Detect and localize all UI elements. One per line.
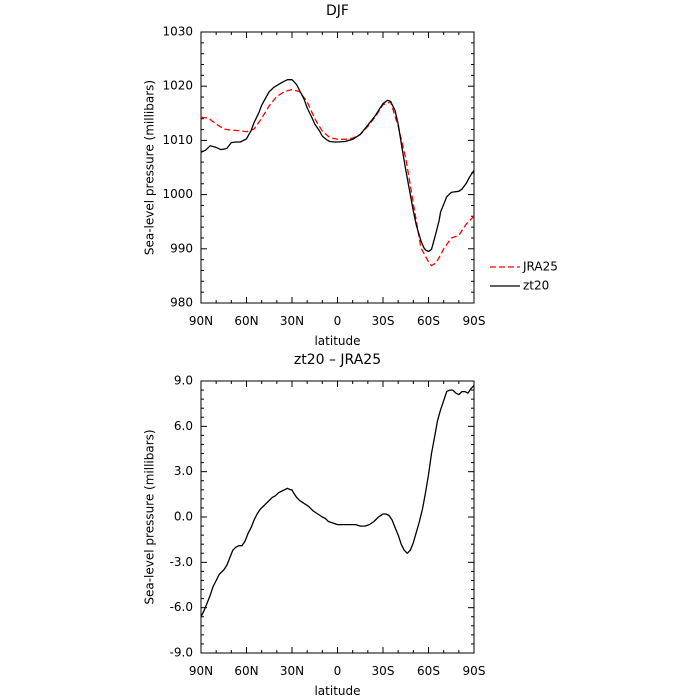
panel-title: zt20 – JRA25 [294,352,381,368]
x-tick-label: 30N [280,664,304,678]
x-tick-label: 60S [417,664,440,678]
x-tick-label: 0 [334,314,342,328]
plot-frame [200,380,475,654]
x-tick-label: 90S [463,664,486,678]
x-tick-label: 60N [234,314,258,328]
legend-label-zt20: zt20 [523,279,549,293]
y-tick-label: 980 [170,296,193,310]
y-tick-label: 0.0 [174,510,193,524]
x-tick-label: 0 [334,664,342,678]
x-tick-label: 90N [189,664,213,678]
y-tick-label: 990 [170,241,193,255]
x-tick-label: 60S [417,314,440,328]
panel-title: DJF [326,3,349,19]
y-tick-label: 1020 [162,79,193,93]
y-axis-label: Sea-level pressure (millibars) [143,429,157,604]
y-tick-label: 1010 [162,133,193,147]
y-tick-label: 9.0 [174,374,193,388]
series-line-zt20 [200,79,475,253]
legend: JRA25 zt20 [490,260,558,293]
y-tick-label: 6.0 [174,419,193,433]
x-tick-label: 30N [280,314,304,328]
y-tick-label: -6.0 [170,600,193,614]
y-tick-label: -3.0 [170,555,193,569]
plot-frame [200,31,475,304]
y-tick-label: 1030 [162,25,193,39]
x-tick-label: 30S [372,314,395,328]
x-axis-label: latitude [314,684,360,698]
difference-panel: zt20 – JRA25 Sea-level pressure (milliba… [143,352,486,698]
x-tick-label: 90N [189,314,213,328]
djf-pressure-panel: DJF Sea-level pressure (millibars) latit… [143,3,558,348]
x-tick-label: 90S [463,314,486,328]
series-line-difference [200,385,475,617]
series-line-jra25 [200,88,475,267]
y-axis-label: Sea-level pressure (millibars) [143,80,157,255]
x-tick-label: 60N [234,664,258,678]
y-tick-label: -9.0 [170,646,193,660]
x-axis-label: latitude [314,334,360,348]
x-tick-label: 30S [372,664,395,678]
y-tick-label: 3.0 [174,464,193,478]
y-tick-label: 1000 [162,187,193,201]
legend-label-jra25: JRA25 [522,260,558,274]
